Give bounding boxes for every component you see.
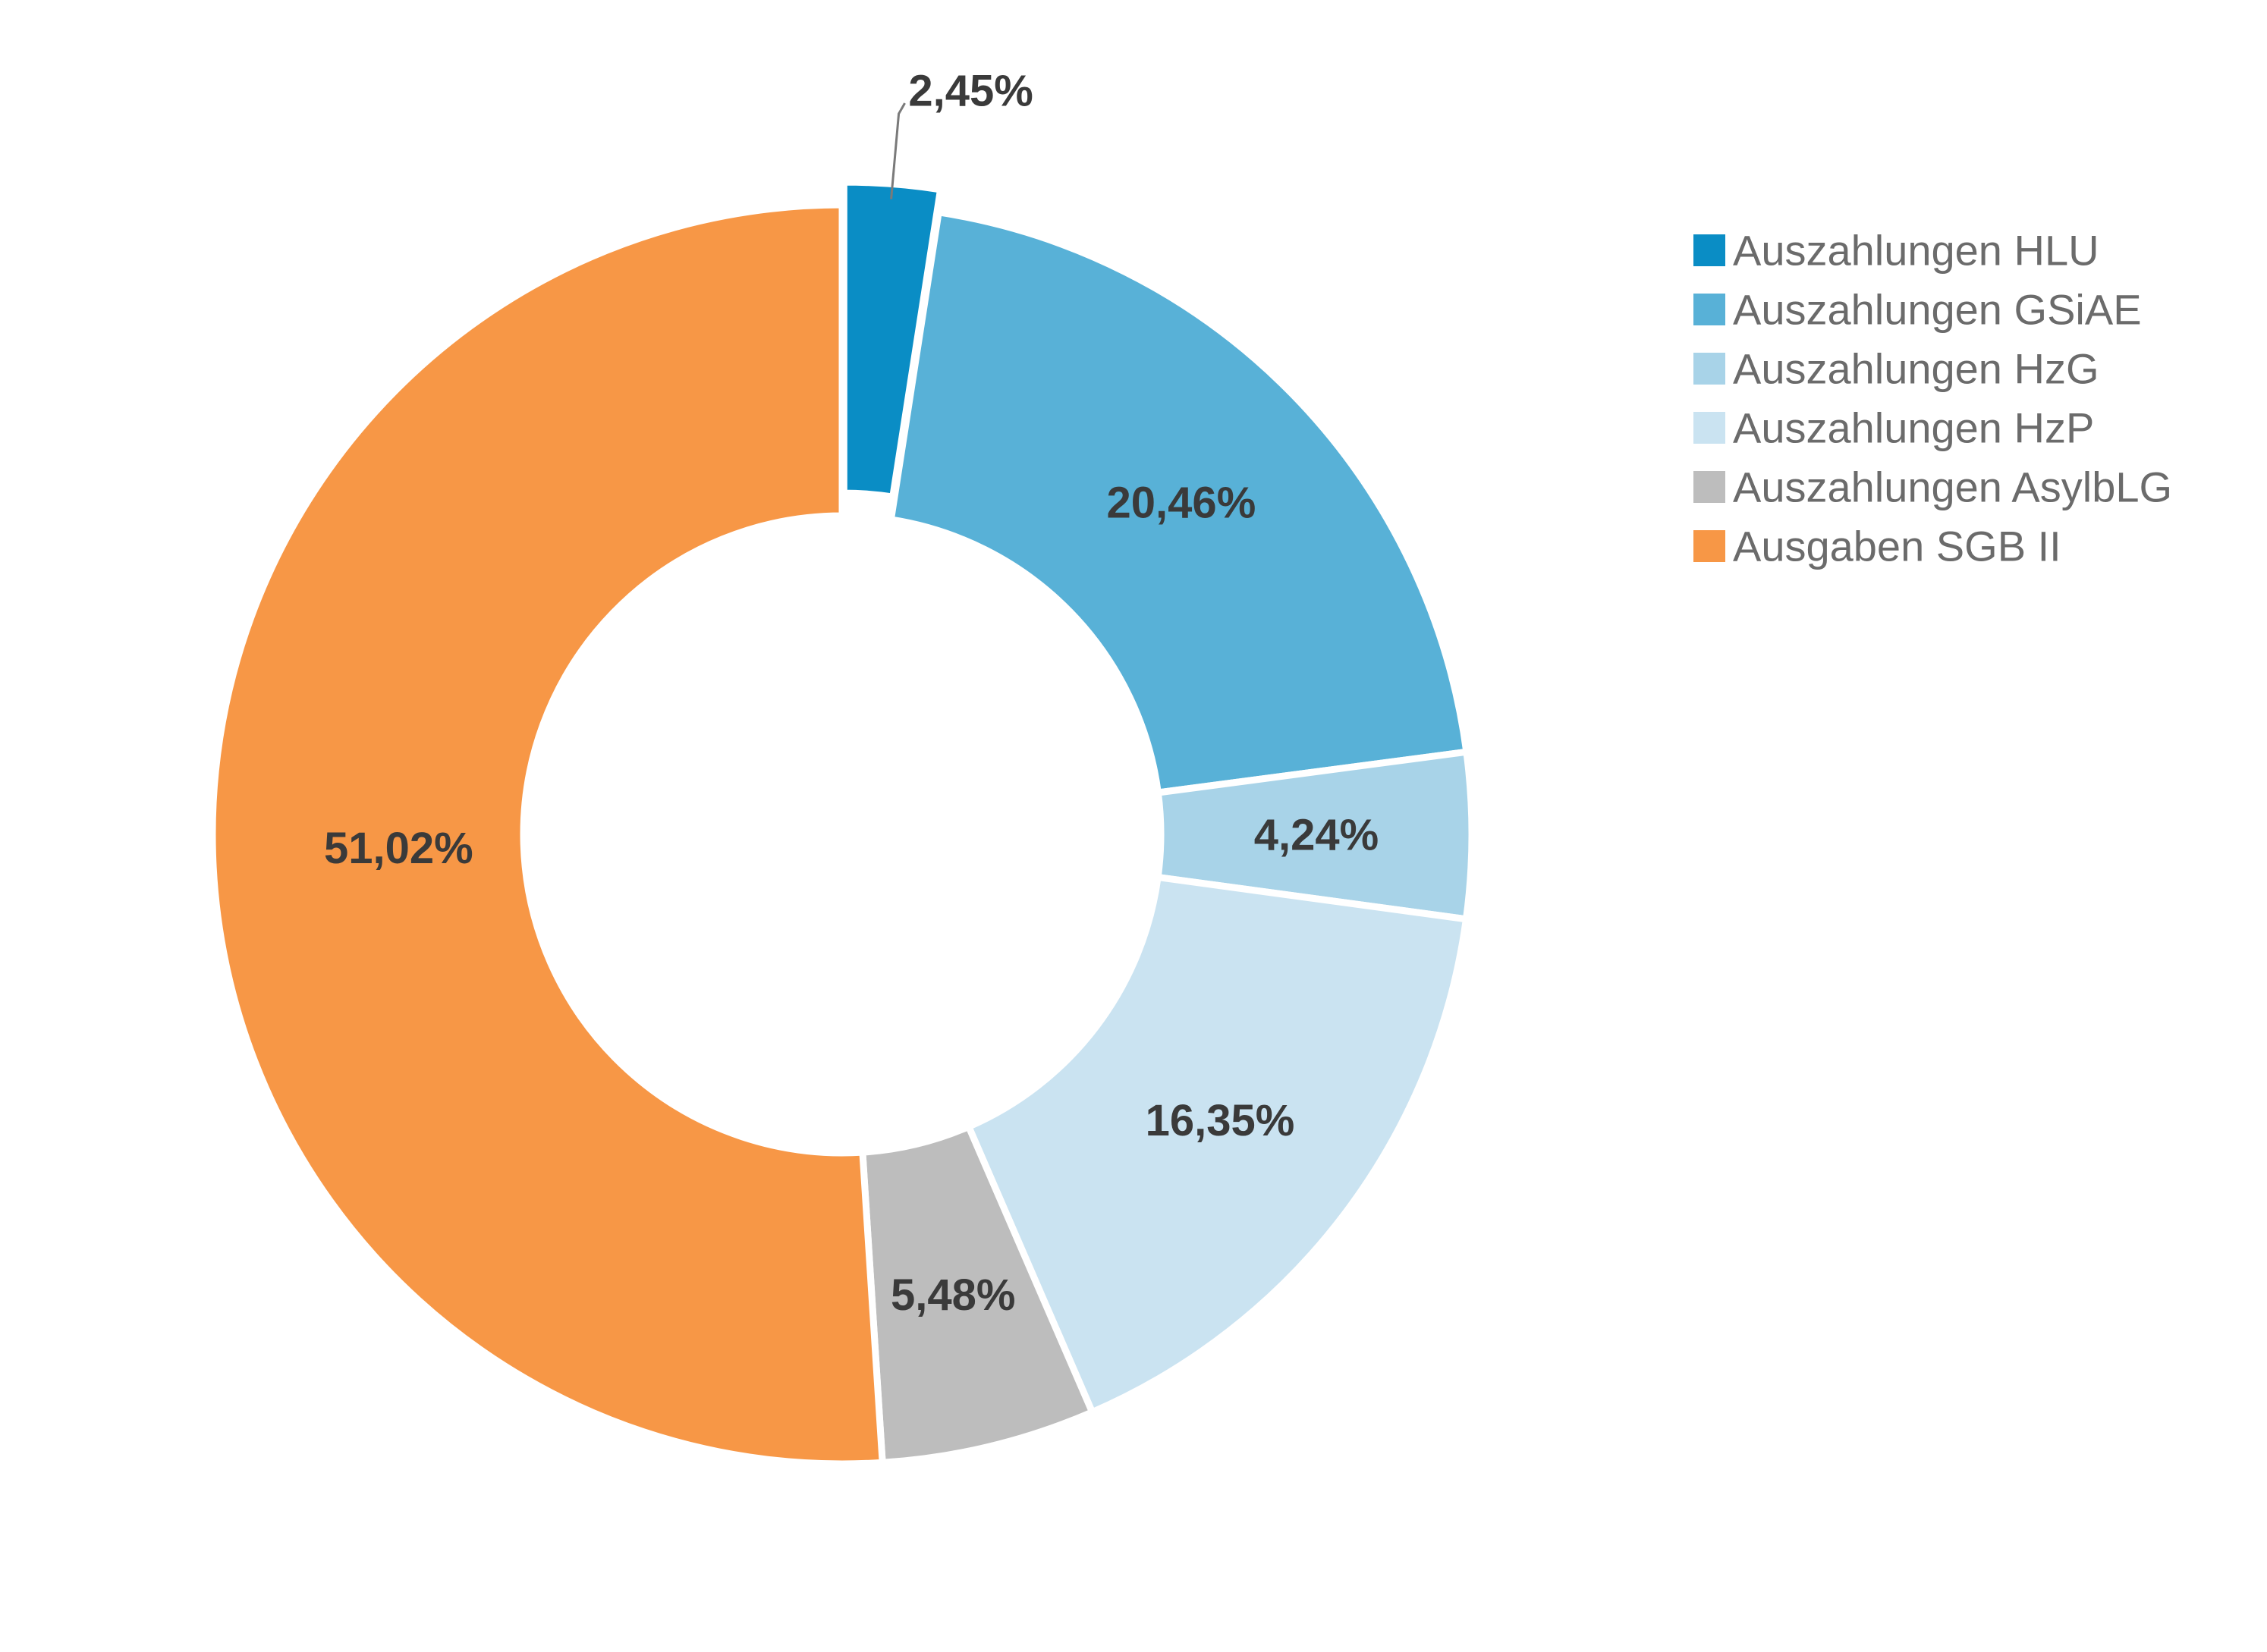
legend-swatch-auszahlungen-gsiae [1693,294,1725,325]
legend-swatch-auszahlungen-hzg [1693,353,1725,385]
slice-ausgaben-sgb-ii [209,201,886,1468]
legend-swatch-ausgaben-sgb-ii [1693,530,1725,562]
legend-swatch-auszahlungen-hlu [1693,234,1725,266]
legend: Auszahlungen HLU Auszahlungen GSiAE Auszah… [1693,227,2172,570]
slice-auszahlungen-hzp [964,873,1470,1417]
donut-slices [209,178,1476,1468]
data-label-ausgaben-sgb-ii: 51,02% [324,824,473,873]
legend-label-auszahlungen-hlu: Auszahlungen HLU [1733,227,2099,275]
data-label-auszahlungen-asylblg: 5,48% [891,1270,1015,1320]
legend-label-ausgaben-sgb-ii: Ausgaben SGB II [1733,523,2061,570]
legend-swatch-auszahlungen-asylblg [1693,471,1725,503]
slice-auszahlungen-gsiae [887,208,1470,797]
data-labels: 2,45% 20,46% 4,24% 16,35% 5,48% 51,02% [324,67,1379,1321]
data-label-auszahlungen-gsiae: 20,46% [1107,479,1256,528]
data-label-auszahlungen-hzp: 16,35% [1146,1096,1295,1145]
legend-swatch-auszahlungen-hzp [1693,412,1725,444]
legend-label-auszahlungen-gsiae: Auszahlungen GSiAE [1733,286,2142,334]
data-label-auszahlungen-hzg: 4,24% [1254,811,1379,860]
data-label-auszahlungen-hlu: 2,45% [908,67,1033,116]
legend-label-auszahlungen-asylblg: Auszahlungen AsylbLG [1733,463,2172,511]
legend-label-auszahlungen-hzp: Auszahlungen HzP [1733,404,2094,452]
legend-label-auszahlungen-hzg: Auszahlungen HzG [1733,345,2099,393]
slice-auszahlungen-hlu [840,178,945,501]
leader-lines [890,102,906,199]
leader-line-auszahlungen-hlu [890,102,906,199]
